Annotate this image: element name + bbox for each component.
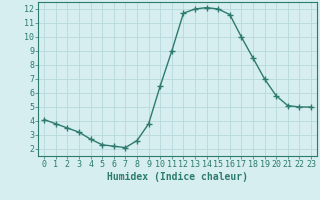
X-axis label: Humidex (Indice chaleur): Humidex (Indice chaleur) xyxy=(107,172,248,182)
